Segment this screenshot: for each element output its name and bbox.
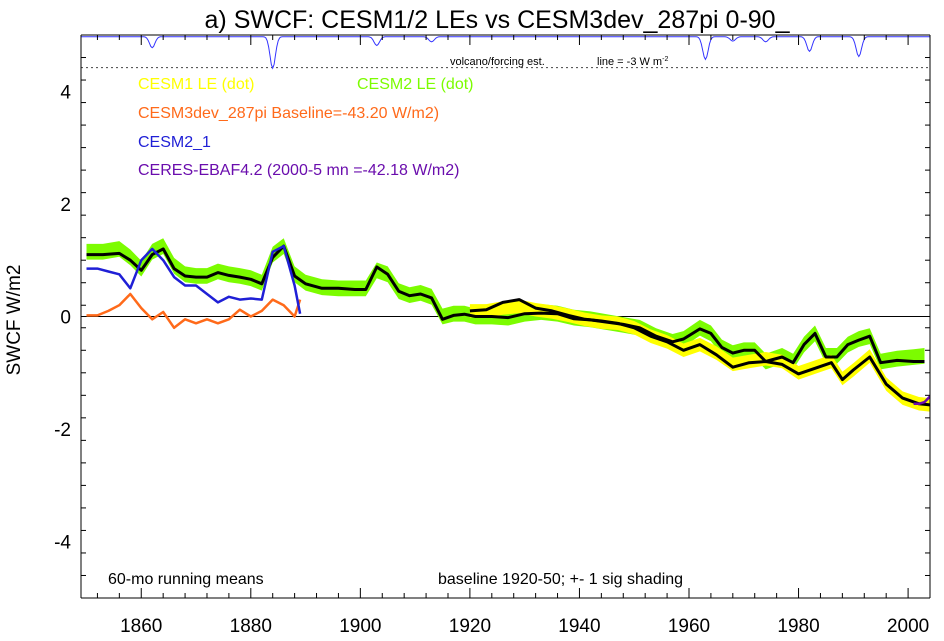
legend-entry-cesm2-le-dot: CESM2 LE (dot) <box>357 76 473 93</box>
y-tick-label: -4 <box>54 533 71 554</box>
band-cesm1-le-dot <box>469 299 930 412</box>
volcano-forcing-line <box>81 36 930 70</box>
legend-entry-ceres-ebaf4-2-2000-5-mn-42-18-w-m2: CERES-EBAF4.2 (2000-5 mn =-42.18 W/m2) <box>138 162 459 179</box>
legend: CESM1 LE (dot) CESM2 LE (dot) CESM3dev_287… <box>138 76 473 179</box>
line-label: line = -3 W m-2 <box>597 56 668 68</box>
legend-entry-cesm2-1: CESM2_1 <box>138 134 211 151</box>
series-line-ceres-ebaf4-2-2000-5-mn-42-18-w-m2 <box>913 395 930 406</box>
series-line-cesm2-1 <box>86 244 302 314</box>
y-tick-label: 4 <box>60 82 71 103</box>
y-tick-label: 0 <box>60 308 71 329</box>
x-tick-label: 1980 <box>777 616 819 637</box>
axes: -4 -2 0 2 4 1860 1880 1900 1920 1940 1960 1980 2000 <box>54 34 931 637</box>
x-tick-label: 1960 <box>668 616 710 637</box>
y-tick-label: -2 <box>54 420 71 441</box>
volcano-label: volcano/forcing est. <box>450 56 545 68</box>
y-tick-label: 2 <box>60 195 71 216</box>
x-tick-label: 1860 <box>120 616 162 637</box>
line-label-text: line = -3 W m <box>597 56 662 68</box>
x-tick-label: 1920 <box>449 616 491 637</box>
series-line-cesm1-le-mean-dot <box>469 298 930 407</box>
x-tick-label: 1880 <box>230 616 272 637</box>
plot-area <box>81 36 930 412</box>
y-axis-label: SWCF W/m2 <box>4 265 25 376</box>
annotation-baseline: baseline 1920-50; +- 1 sig shading <box>438 571 683 588</box>
annotation-running-means: 60-mo running means <box>108 571 264 588</box>
x-tick-label: 2000 <box>887 616 929 637</box>
series-line-cesm2-le-mean-dot <box>86 244 925 365</box>
series-line-cesm3dev-287pi-baseline-43-20-w-m2 <box>86 292 302 330</box>
legend-entry-cesm1-le-dot: CESM1 LE (dot) <box>138 76 254 93</box>
legend-entry-cesm3dev-287pi-baseline-43-20-w-m2: CESM3dev_287pi Baseline=-43.20 W/m2) <box>138 105 439 122</box>
x-tick-label: 1900 <box>339 616 381 637</box>
chart-title: a) SWCF: CESM1/2 LEs vs CESM3dev_287pi 0… <box>205 6 791 34</box>
x-tick-label: 1940 <box>558 616 600 637</box>
line-label-superscript: -2 <box>662 56 668 63</box>
